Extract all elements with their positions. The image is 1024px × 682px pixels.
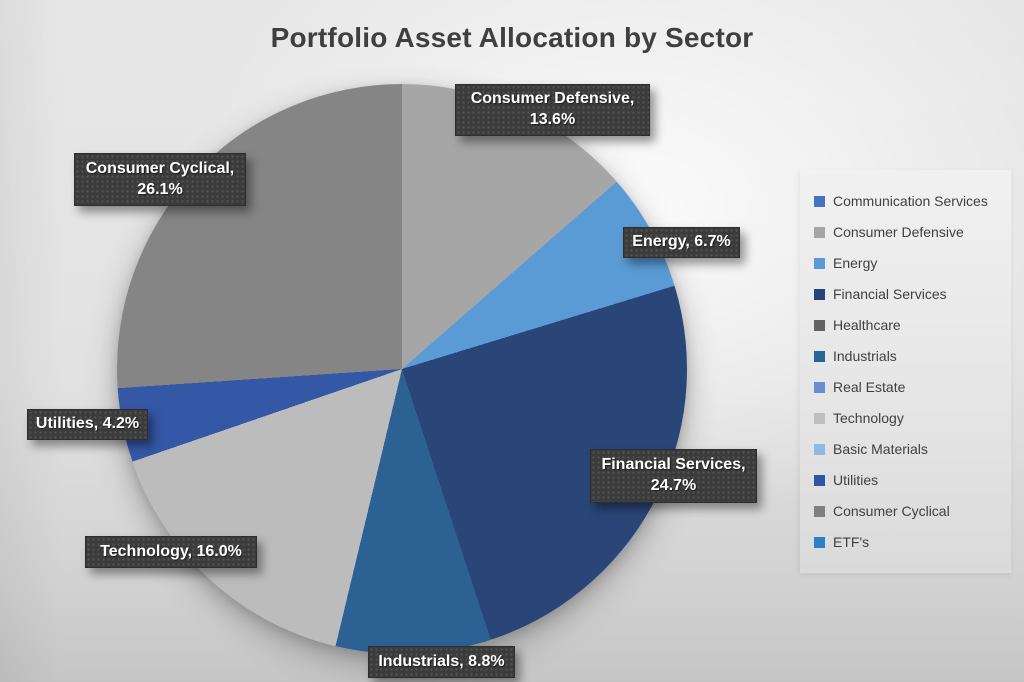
legend-item-real-estate: Real Estate xyxy=(814,379,1007,395)
legend-swatch-icon xyxy=(814,319,825,331)
legend-swatch-icon xyxy=(814,412,825,424)
legend-label: Healthcare xyxy=(833,317,901,333)
legend-swatch-icon xyxy=(814,474,825,486)
data-label-financial-services: Financial Services, 24.7% xyxy=(590,449,757,503)
legend-label: Industrials xyxy=(833,348,897,364)
data-label-utilities: Utilities, 4.2% xyxy=(27,409,148,440)
legend-swatch-icon xyxy=(814,257,825,269)
data-label-consumer-defensive: Consumer Defensive, 13.6% xyxy=(455,84,650,136)
legend-swatch-icon xyxy=(814,381,825,393)
legend-item-consumer-defensive: Consumer Defensive xyxy=(814,224,1007,240)
legend-label: Consumer Defensive xyxy=(833,224,964,240)
legend-label: Real Estate xyxy=(833,379,906,395)
legend-item-energy: Energy xyxy=(814,255,1007,271)
legend-item-industrials: Industrials xyxy=(814,348,1007,364)
legend-item-basic-materials: Basic Materials xyxy=(814,441,1007,457)
legend-label: Consumer Cyclical xyxy=(833,503,950,519)
data-label-technology: Technology, 16.0% xyxy=(85,536,257,568)
legend-item-financial-services: Financial Services xyxy=(814,286,1007,302)
legend-swatch-icon xyxy=(814,443,825,455)
legend-label: Utilities xyxy=(833,472,879,488)
legend-swatch-icon xyxy=(814,195,825,207)
legend-item-consumer-cyclical: Consumer Cyclical xyxy=(814,503,1007,519)
legend-item-technology: Technology xyxy=(814,410,1007,426)
legend-swatch-icon xyxy=(814,536,825,548)
legend: Communication Services Consumer Defensive… xyxy=(800,170,1011,573)
data-label-consumer-cyclical: Consumer Cyclical, 26.1% xyxy=(74,153,246,206)
legend-label: Financial Services xyxy=(833,286,947,302)
legend-label: Basic Materials xyxy=(833,441,928,457)
legend-label: Technology xyxy=(833,410,904,426)
legend-item-utilities: Utilities xyxy=(814,472,1007,488)
legend-label: Energy xyxy=(833,255,878,271)
legend-label: ETF's xyxy=(833,534,870,550)
chart-title: Portfolio Asset Allocation by Sector xyxy=(270,22,754,53)
legend-swatch-icon xyxy=(814,288,825,300)
data-label-industrials: Industrials, 8.8% xyxy=(368,646,515,678)
legend-swatch-icon xyxy=(814,226,825,238)
legend-item-etf-s: ETF's xyxy=(814,534,1007,550)
legend-swatch-icon xyxy=(814,505,825,517)
data-label-energy: Energy, 6.7% xyxy=(623,227,740,258)
legend-item-healthcare: Healthcare xyxy=(814,317,1007,333)
legend-swatch-icon xyxy=(814,350,825,362)
legend-label: Communication Services xyxy=(833,193,988,209)
legend-item-communication-services: Communication Services xyxy=(814,193,1007,209)
